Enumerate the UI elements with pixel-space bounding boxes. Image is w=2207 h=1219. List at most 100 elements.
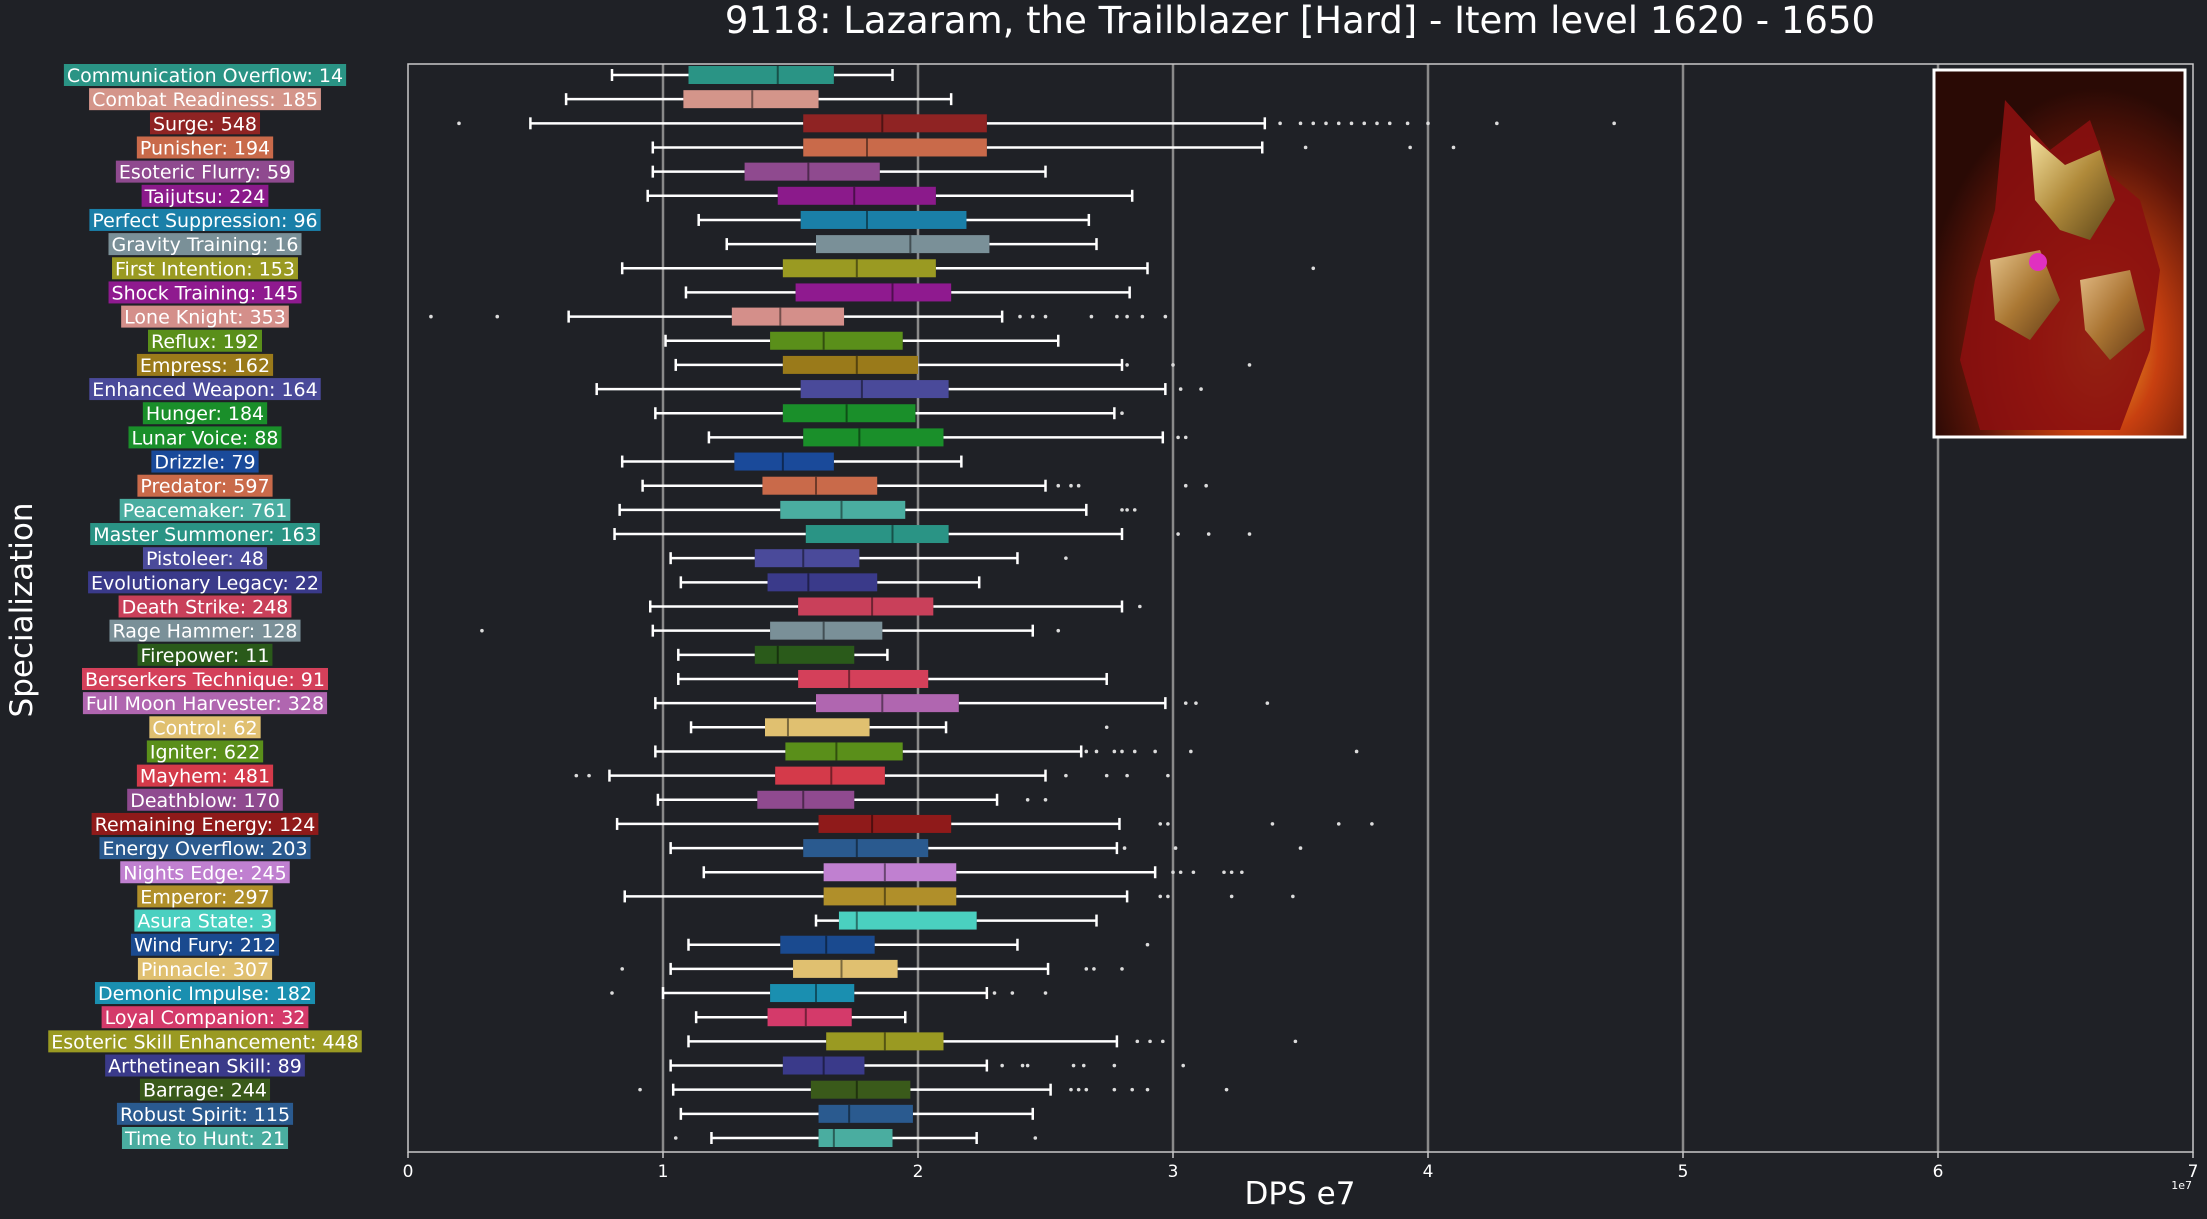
box-28 [654, 742, 1359, 761]
box-43 [679, 1104, 1034, 1123]
box-17 [641, 476, 1208, 495]
box-iqr [785, 742, 903, 761]
category-label-text: Esoteric Flurry: 59 [119, 162, 291, 184]
outlier-point [1056, 628, 1061, 633]
category-label-bg [151, 450, 259, 473]
category-label-text: Predator: 597 [140, 476, 269, 498]
box-iqr [754, 645, 855, 664]
outlier-point [1181, 1063, 1185, 1068]
category-label-bg [118, 595, 292, 618]
category-label-29: Mayhem: 481 [136, 764, 274, 788]
box-iqr [838, 911, 977, 930]
box-38 [610, 984, 1048, 1003]
outlier-point [1405, 121, 1410, 126]
box-iqr [803, 839, 929, 858]
category-label-bg [142, 402, 268, 425]
box-22 [649, 597, 1142, 616]
outlier-point [1311, 266, 1316, 271]
box-27 [689, 718, 1109, 737]
box-iqr [744, 162, 880, 181]
category-label-bg [134, 909, 276, 932]
outlier-point [1043, 797, 1048, 802]
category-label-bg [105, 1054, 305, 1077]
category-label-text: Robust Spirit: 115 [120, 1104, 290, 1126]
outlier-point [1130, 1087, 1134, 1092]
box-iqr [765, 718, 870, 737]
outlier-point [1176, 532, 1180, 536]
outlier-point [1135, 1039, 1140, 1044]
category-label-text: Punisher: 194 [140, 137, 270, 159]
category-label-bg [89, 378, 321, 401]
category-label-text: Hunger: 184 [146, 403, 264, 425]
category-label-bg [136, 353, 274, 376]
category-label-7: Gravity Training: 16 [108, 233, 302, 256]
category-label-text: Energy Overflow: 203 [102, 838, 307, 860]
category-label-bg [90, 523, 320, 546]
outlier-point [480, 628, 484, 633]
category-label-35: Asura State: 3 [134, 909, 276, 933]
box-42 [638, 1080, 1229, 1099]
outlier-point [1145, 1087, 1150, 1092]
category-label-text: Drizzle: 79 [154, 452, 255, 474]
category-label-text: Lunar Voice: 88 [131, 427, 278, 449]
outlier-point [1336, 121, 1341, 126]
category-label-bg [101, 1006, 309, 1029]
outlier-point [1030, 314, 1035, 319]
outlier-point [1010, 991, 1015, 995]
outlier-point [1247, 532, 1252, 536]
category-label-text: Enhanced Weapon: 164 [92, 379, 317, 401]
outlier-point [1166, 822, 1170, 826]
outlier-point [638, 1087, 642, 1092]
outlier-point [1132, 749, 1137, 754]
category-label-25: Berserkers Technique: 91 [82, 667, 328, 691]
box-iqr [777, 186, 936, 205]
category-label-text: Master Summoner: 163 [93, 524, 317, 546]
category-label-16: Drizzle: 79 [151, 450, 259, 474]
y-axis-label: Specialization [4, 503, 40, 718]
box-iqr [770, 621, 883, 640]
outlier-point [1092, 967, 1096, 971]
category-label-bg [121, 1127, 289, 1149]
outlier-point [1204, 483, 1208, 488]
box-34 [623, 887, 1295, 906]
category-label-bg [108, 281, 302, 304]
outlier-point [1148, 1039, 1152, 1044]
category-label-4: Esoteric Flurry: 59 [115, 160, 295, 184]
box-37 [620, 959, 1124, 978]
category-label-30: Deathblow: 170 [127, 788, 283, 812]
outlier-point [620, 967, 624, 971]
category-label-37: Pinnacle: 307 [137, 957, 273, 981]
outlier-point [1303, 145, 1308, 150]
outlier-point [1199, 387, 1203, 391]
category-label-text: Shock Training: 145 [112, 282, 299, 304]
outlier-point [1293, 1039, 1298, 1044]
outlier-point [1191, 870, 1196, 875]
category-label-10: Lone Knight: 353 [121, 305, 289, 329]
category-label-bg [128, 426, 282, 449]
category-label-text: Deathblow: 170 [130, 790, 280, 812]
box-4 [651, 162, 1047, 181]
outlier-point [1178, 870, 1183, 875]
outlier-point [1125, 508, 1129, 512]
outlier-point [1125, 363, 1129, 367]
outlier-point [1071, 1063, 1076, 1068]
outlier-point [1069, 1087, 1073, 1092]
outlier-point [587, 773, 591, 778]
category-label-26: Full Moon Harvester: 328 [82, 692, 328, 715]
chart-title: 9118: Lazaram, the Trailblazer [Hard] - … [725, 0, 1875, 42]
outlier-point [1173, 846, 1178, 850]
box-iqr [818, 1104, 913, 1123]
category-label-9: Shock Training: 145 [108, 281, 302, 304]
outlier-point [1161, 1039, 1165, 1044]
category-label-bg [136, 764, 274, 787]
category-label-20: Pistoleer: 48 [142, 547, 268, 570]
outlier-point [1311, 121, 1316, 126]
outlier-point [1336, 822, 1341, 826]
outlier-point [574, 773, 579, 778]
outlier-point [1375, 121, 1379, 126]
box-iqr [798, 669, 929, 688]
box-2 [457, 114, 1616, 133]
category-label-bg [149, 112, 261, 135]
outlier-point [1076, 483, 1081, 488]
box-9 [684, 283, 1131, 302]
